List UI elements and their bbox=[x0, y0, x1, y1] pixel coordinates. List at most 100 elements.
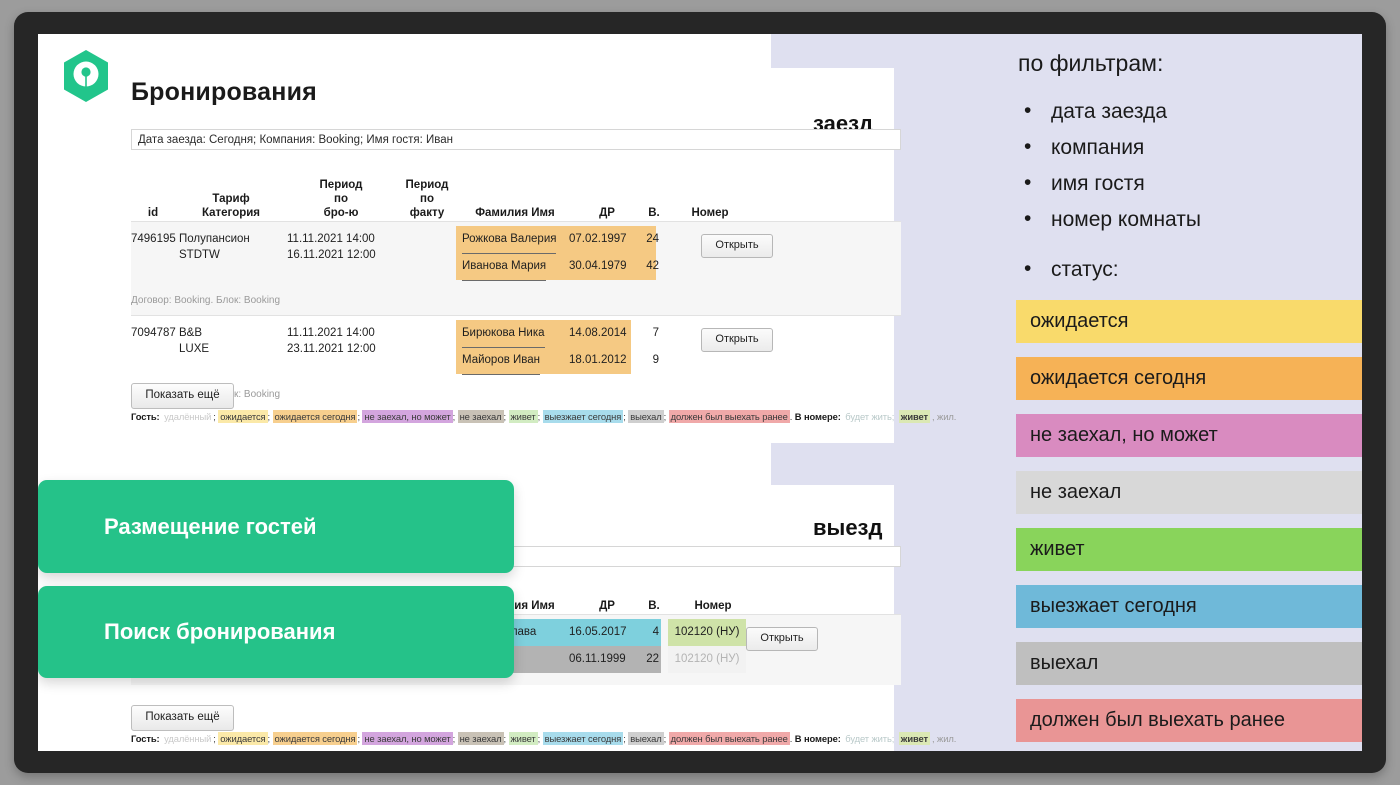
guest-row[interactable]: Рожкова Валерия 07.02.1997 24 bbox=[456, 226, 659, 254]
guest-dob: 06.11.1999 bbox=[569, 653, 626, 665]
guest-block: Рожкова Валерия 07.02.1997 24 Иванова Ма… bbox=[456, 226, 659, 281]
device-frame: по фильтрам: дата заезда компания имя го… bbox=[14, 12, 1386, 773]
table-header-row: id Тариф Категория Период по бро-ю Перио… bbox=[131, 169, 901, 221]
legend-item-overdue: должен был выехать ранее bbox=[668, 410, 790, 423]
cell-period-from: 11.11.2021 14:00 bbox=[287, 327, 375, 339]
show-more-button-checkout[interactable]: Показать ещё bbox=[131, 705, 234, 731]
guest-name: Рожкова Валерия bbox=[462, 226, 557, 254]
guest-age: 9 bbox=[652, 354, 659, 366]
guest-dob: 18.01.2012 bbox=[569, 354, 627, 366]
legend-suffix-lived: , жил. bbox=[932, 411, 957, 422]
status-chip-ne-zaehal-no-mozhet: не заехал, но может bbox=[1016, 414, 1362, 457]
legend-suffix-lived-2: , жил. bbox=[932, 733, 957, 744]
th-age-2: В. bbox=[648, 599, 660, 612]
guest-row[interactable]: Бирюкова Ника 14.08.2014 7 bbox=[456, 320, 659, 348]
guest-room: 102120 (НУ) bbox=[668, 646, 746, 673]
panel-bullet-3: номер комнаты bbox=[1024, 207, 1201, 232]
open-button[interactable]: Открыть bbox=[746, 627, 818, 651]
legend-item-expected-today: ожидается сегодня bbox=[272, 410, 358, 423]
guest-age: 22 bbox=[646, 653, 659, 665]
th-room-2: Номер bbox=[694, 599, 732, 612]
status-chip-zhivet: живет bbox=[1016, 528, 1362, 571]
legend-item-overdue-2: должен был выехать ранее bbox=[668, 732, 790, 745]
cell-tariff: Полупансион bbox=[179, 233, 250, 245]
checkout-label: выезд bbox=[813, 515, 883, 540]
status-chip-ozhidaetsya: ожидается bbox=[1016, 300, 1362, 343]
guest-age: 7 bbox=[652, 327, 659, 339]
th-period-bro-l3: бро-ю bbox=[323, 206, 359, 219]
legend-item-expected-today-2: ожидается сегодня bbox=[272, 732, 358, 745]
guest-dob: 16.05.2017 bbox=[569, 626, 627, 638]
callout-guest-placement[interactable]: Размещение гостей bbox=[38, 480, 514, 573]
table-row[interactable]: 7094787 B&B LUXE 11.11.2021 14:00 23.11.… bbox=[131, 315, 901, 408]
status-legend-checkout: Гость: удалённый; ожидается; ожидается с… bbox=[131, 732, 957, 745]
status-chip-vyezzhaet-segodnya: выезжает сегодня bbox=[1016, 585, 1362, 628]
th-age: В. bbox=[648, 206, 660, 219]
legend-suffix-will-live: будет жить; bbox=[845, 411, 895, 422]
cell-period-to: 23.11.2021 12:00 bbox=[287, 343, 376, 355]
cell-id: 7496195 bbox=[131, 233, 176, 245]
open-button[interactable]: Открыть bbox=[701, 234, 773, 258]
th-tariff-l2: Категория bbox=[201, 206, 261, 219]
th-name-2: Фамилия Имя bbox=[475, 599, 555, 612]
guest-row[interactable]: Майоров Иван 18.01.2012 9 bbox=[456, 347, 659, 375]
filter-summary-checkin[interactable]: Дата заезда: Сегодня; Компания: Booking;… bbox=[131, 129, 901, 150]
legend-item-left-2: выехал bbox=[628, 732, 664, 745]
guest-dob: 30.04.1979 bbox=[569, 260, 627, 272]
legend-suffix-living: живет bbox=[898, 410, 931, 423]
legend-item-noshow-maybe: не заехал, но может bbox=[362, 410, 453, 423]
guest-age: 4 bbox=[652, 626, 659, 638]
panel-title: по фильтрам: bbox=[1018, 50, 1164, 76]
legend-item-noshow-maybe-2: не заехал, но может bbox=[362, 732, 453, 745]
cell-period-to: 16.11.2021 12:00 bbox=[287, 249, 376, 261]
guest-dob: 07.02.1997 bbox=[569, 233, 627, 245]
th-period-fact-l3: факту bbox=[409, 206, 445, 219]
th-dob: ДР bbox=[599, 206, 615, 219]
booking-meta: Договор: Booking. Блок: Booking bbox=[131, 295, 281, 306]
legend-item-deleted: удалённый bbox=[164, 411, 212, 422]
cell-tariff: B&B bbox=[179, 327, 203, 339]
open-button[interactable]: Открыть bbox=[701, 328, 773, 352]
legend-suffix-living-2: живет bbox=[898, 732, 931, 745]
guest-age: 42 bbox=[646, 260, 659, 272]
callout-label: Размещение гостей bbox=[104, 513, 317, 539]
guest-name: Бирюкова Ника bbox=[462, 320, 545, 348]
guest-row[interactable]: Иванова Мария 30.04.1979 42 bbox=[456, 253, 659, 281]
th-tariff-l1: Тариф bbox=[212, 192, 250, 205]
screen-content: по фильтрам: дата заезда компания имя го… bbox=[38, 34, 1362, 751]
guest-age: 24 bbox=[646, 233, 659, 245]
legend-prefix: Гость: bbox=[131, 411, 160, 422]
th-period-fact-l2: по bbox=[420, 192, 434, 205]
legend-suffix-label: В номере: bbox=[794, 411, 841, 422]
legend-item-expected-2: ожидается bbox=[218, 732, 268, 745]
guest-name: Майоров Иван bbox=[462, 347, 541, 375]
legend-item-deleted-2: удалённый bbox=[164, 733, 212, 744]
legend-item-leaving-today: выезжает сегодня bbox=[542, 410, 624, 423]
table-row[interactable]: 7496195 Полупансион STDTW 11.11.2021 14:… bbox=[131, 221, 901, 315]
panel-bullet-4: статус: bbox=[1024, 257, 1118, 282]
guest-room: 102120 (НУ) bbox=[668, 619, 746, 646]
th-period-bro-l2: по bbox=[334, 192, 348, 205]
legend-suffix-will-live-2: будет жить; bbox=[845, 733, 895, 744]
th-period-fact-l1: Период bbox=[405, 178, 449, 191]
th-room: Номер bbox=[691, 206, 729, 219]
guest-name: Иванова Мария bbox=[462, 253, 547, 281]
table-header-row-checkout: Фамилия Имя ДР В. Номер bbox=[131, 582, 901, 614]
legend-item-noshow-2: не заехал bbox=[457, 732, 504, 745]
bookings-table-checkin: id Тариф Категория Период по бро-ю Перио… bbox=[131, 169, 901, 408]
panel-bullet-1: компания bbox=[1024, 135, 1144, 160]
status-legend-checkin: Гость: удалённый; ожидается; ожидается с… bbox=[131, 410, 957, 423]
status-chip-dolzhen-byl-vyehat: должен был выехать ранее bbox=[1016, 699, 1362, 742]
cell-category: LUXE bbox=[179, 343, 210, 355]
legend-suffix-label-2: В номере: bbox=[794, 733, 841, 744]
show-more-button-checkin[interactable]: Показать ещё bbox=[131, 383, 234, 409]
guest-block: Бирюкова Ника 14.08.2014 7 Майоров Иван … bbox=[456, 320, 659, 375]
callout-booking-search[interactable]: Поиск бронирования bbox=[38, 586, 514, 678]
legend-item-noshow: не заехал bbox=[457, 410, 504, 423]
guest-dob: 14.08.2014 bbox=[569, 327, 627, 339]
hexagon-leaf-logo bbox=[64, 50, 108, 102]
status-chip-vyehal: выехал bbox=[1016, 642, 1362, 685]
status-chip-ozhidaetsya-segodnya: ожидается сегодня bbox=[1016, 357, 1362, 400]
legend-item-left: выехал bbox=[628, 410, 664, 423]
legend-item-expected: ожидается bbox=[218, 410, 268, 423]
